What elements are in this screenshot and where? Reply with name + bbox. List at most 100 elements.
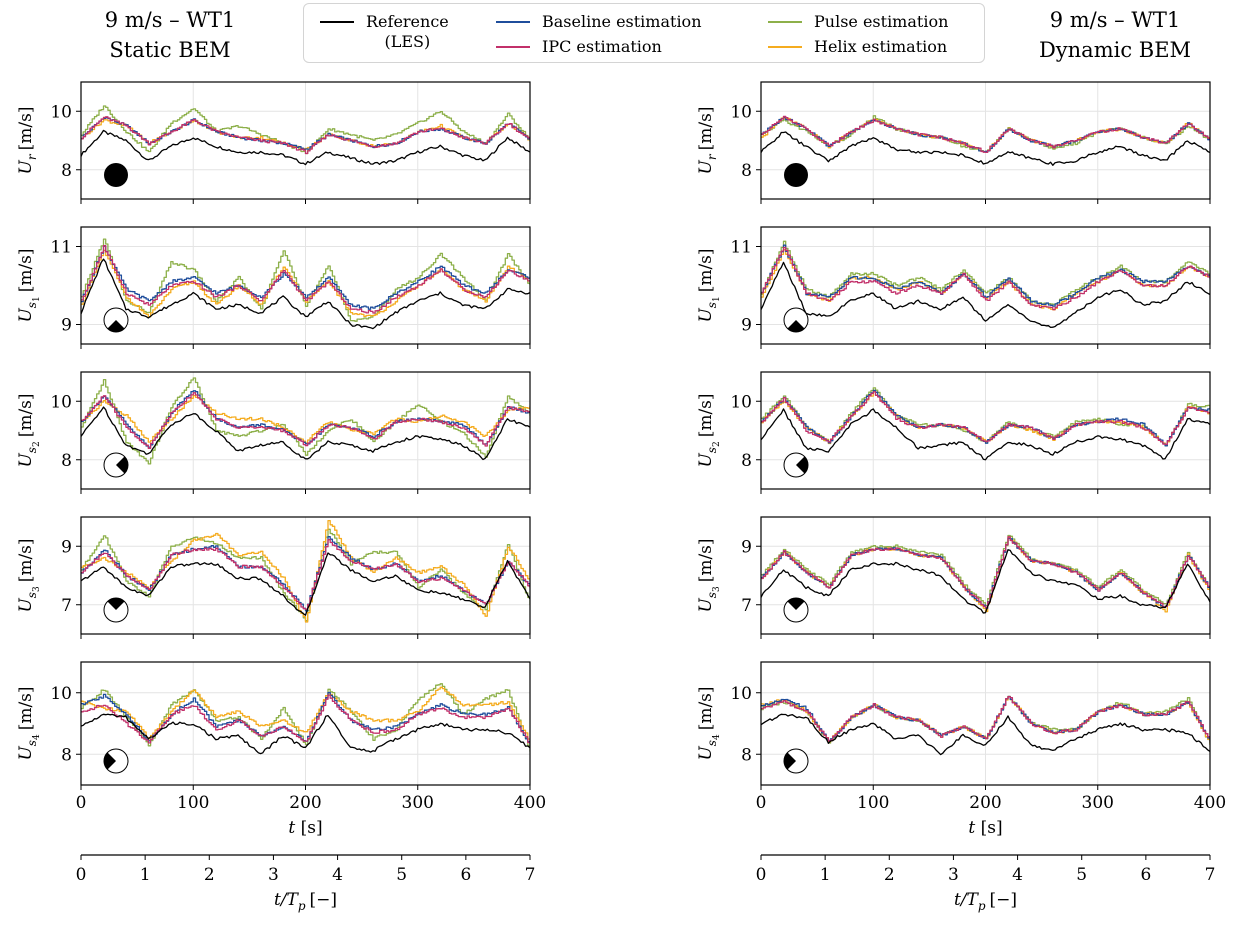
- y-label-symbol: U: [16, 159, 36, 174]
- series-ipc-line: [81, 245, 530, 314]
- legend-swatch: [496, 46, 530, 48]
- y-label-subsubscript: 4: [32, 734, 42, 740]
- secondary-x-tick-label: 1: [820, 865, 831, 885]
- panel-4: 7 9 Us3 [m/s]: [696, 516, 1211, 639]
- x-tick-label: 300: [402, 793, 434, 813]
- secondary-x-tick-label: 1: [140, 865, 151, 885]
- sector-fill-icon: [784, 752, 796, 770]
- secondary-x-tick-label: 3: [268, 865, 279, 885]
- y-label-unit: [m/s]: [696, 107, 716, 151]
- y-tick-label: 11: [730, 238, 752, 258]
- secondary-label-subscript: p: [978, 899, 986, 913]
- legend-label: Helix estimation: [814, 37, 948, 56]
- y-axis-label: Ur [m/s]: [16, 107, 39, 175]
- series-reference-line: [81, 258, 530, 330]
- panel-1: 8 10 Ur [m/s]: [696, 81, 1211, 204]
- legend-swatch: [768, 21, 802, 23]
- y-axis-label: Us1 [m/s]: [696, 248, 722, 322]
- x-tick-label: 0: [756, 793, 767, 813]
- rotor-marker-icon: [784, 163, 808, 187]
- rotor-marker-icon: [104, 163, 128, 187]
- chart-dynamic-bem: 810Ur[m/s]911Us1[m/s]810Us2[m/s]79Us3[m/…: [696, 81, 1226, 913]
- series-reference-line: [81, 552, 530, 616]
- y-label-subscript: r: [25, 153, 39, 160]
- secondary-x-tick-label: 6: [1140, 865, 1151, 885]
- y-tick-label: 7: [741, 596, 752, 616]
- y-tick-label: 10: [730, 102, 752, 122]
- series-reference-line: [761, 131, 1210, 166]
- x-label-unit: [s]: [295, 818, 322, 838]
- legend-label: IPC estimation: [542, 37, 662, 56]
- chart-static-bem: 810Ur[m/s]911Us1[m/s]810Us2[m/s]79Us3[m/…: [16, 81, 546, 913]
- y-label-subscript: s: [25, 447, 39, 453]
- y-label-symbol: U: [16, 453, 36, 468]
- x-axis-label: t [s]: [968, 818, 1002, 838]
- secondary-label-symbol: t/T: [274, 890, 300, 910]
- y-label-subsubscript: 2: [32, 441, 42, 447]
- sector-fill-icon: [116, 456, 129, 474]
- secondary-x-tick-label: 2: [884, 865, 895, 885]
- series-ipc-line: [81, 694, 530, 744]
- left-title-line2: Static BEM: [109, 38, 231, 62]
- y-label-unit: [m/s]: [696, 538, 716, 582]
- secondary-label-subscript: p: [298, 899, 306, 913]
- series-ipc-line: [81, 116, 530, 155]
- x-tick-label: 100: [857, 793, 889, 813]
- secondary-x-tick-label: 6: [460, 865, 471, 885]
- y-label-symbol: U: [696, 453, 716, 468]
- y-label-subscript: s: [705, 447, 719, 453]
- y-label-symbol: U: [16, 598, 36, 613]
- secondary-label-unit: [−]: [990, 890, 1018, 910]
- secondary-x-tick-label: 7: [1205, 865, 1216, 885]
- legend-item-baseline: Baseline estimation: [496, 12, 702, 32]
- secondary-label-symbol: t/T: [954, 890, 980, 910]
- y-tick-label: 8: [61, 451, 72, 471]
- legend-item-helix: Helix estimation: [768, 37, 947, 57]
- y-axis-label: Us4 [m/s]: [16, 686, 42, 760]
- right-title-line1: 9 m/s – WT1: [1049, 8, 1181, 32]
- x-tick-label: 400: [1194, 793, 1226, 813]
- series-ipc-line: [81, 392, 530, 450]
- y-label-unit: [m/s]: [16, 107, 36, 151]
- y-axis-label: Us4 [m/s]: [696, 686, 722, 760]
- legend-label: Pulse estimation: [814, 12, 949, 31]
- series-pulse-line: [81, 238, 530, 322]
- y-label-subsubscript: 2: [712, 441, 722, 447]
- legend-item-pulse: Pulse estimation: [768, 12, 948, 32]
- series-reference-line: [81, 713, 530, 755]
- sector-fill-icon: [107, 320, 125, 332]
- legend-label: Reference (LES): [366, 12, 449, 51]
- y-axis-label: Ur [m/s]: [696, 107, 719, 175]
- y-axis-label: Us2 [m/s]: [16, 393, 42, 467]
- x-tick-label: 0: [76, 793, 87, 813]
- panel-2: 9 11 Us1 [m/s]: [696, 226, 1211, 349]
- y-axis-label: Us3 [m/s]: [696, 538, 722, 612]
- legend-label: Baseline estimation: [542, 12, 702, 31]
- y-tick-label: 9: [741, 316, 752, 336]
- series-reference-line: [761, 408, 1210, 461]
- secondary-x-tick-label: 5: [1076, 865, 1087, 885]
- right-title-line2: Dynamic BEM: [1038, 38, 1192, 62]
- x-label-symbol: t: [968, 818, 975, 838]
- y-label-subscript: s: [705, 740, 719, 746]
- legend-item-ipc: IPC estimation: [496, 37, 662, 57]
- y-tick-label: 10: [730, 392, 752, 412]
- x-label-symbol: t: [288, 818, 295, 838]
- sector-fill-icon: [107, 598, 125, 610]
- y-tick-label: 8: [61, 161, 72, 181]
- y-label-subsubscript: 4: [712, 734, 722, 740]
- series-reference-line: [81, 129, 530, 166]
- series-ipc-line: [761, 115, 1210, 154]
- legend: Reference (LES) Baseline estimation IPC …: [303, 3, 985, 63]
- y-label-symbol: U: [696, 746, 716, 761]
- secondary-x-tick-label: 5: [396, 865, 407, 885]
- secondary-x-axis-label: t/Tp [−]: [274, 890, 337, 913]
- sector-fill-icon: [787, 320, 805, 332]
- y-label-symbol: U: [696, 308, 716, 323]
- y-label-unit: [m/s]: [16, 393, 36, 437]
- y-label-subsubscript: 1: [32, 296, 42, 302]
- series-reference-line: [761, 261, 1210, 329]
- y-tick-label: 10: [50, 102, 72, 122]
